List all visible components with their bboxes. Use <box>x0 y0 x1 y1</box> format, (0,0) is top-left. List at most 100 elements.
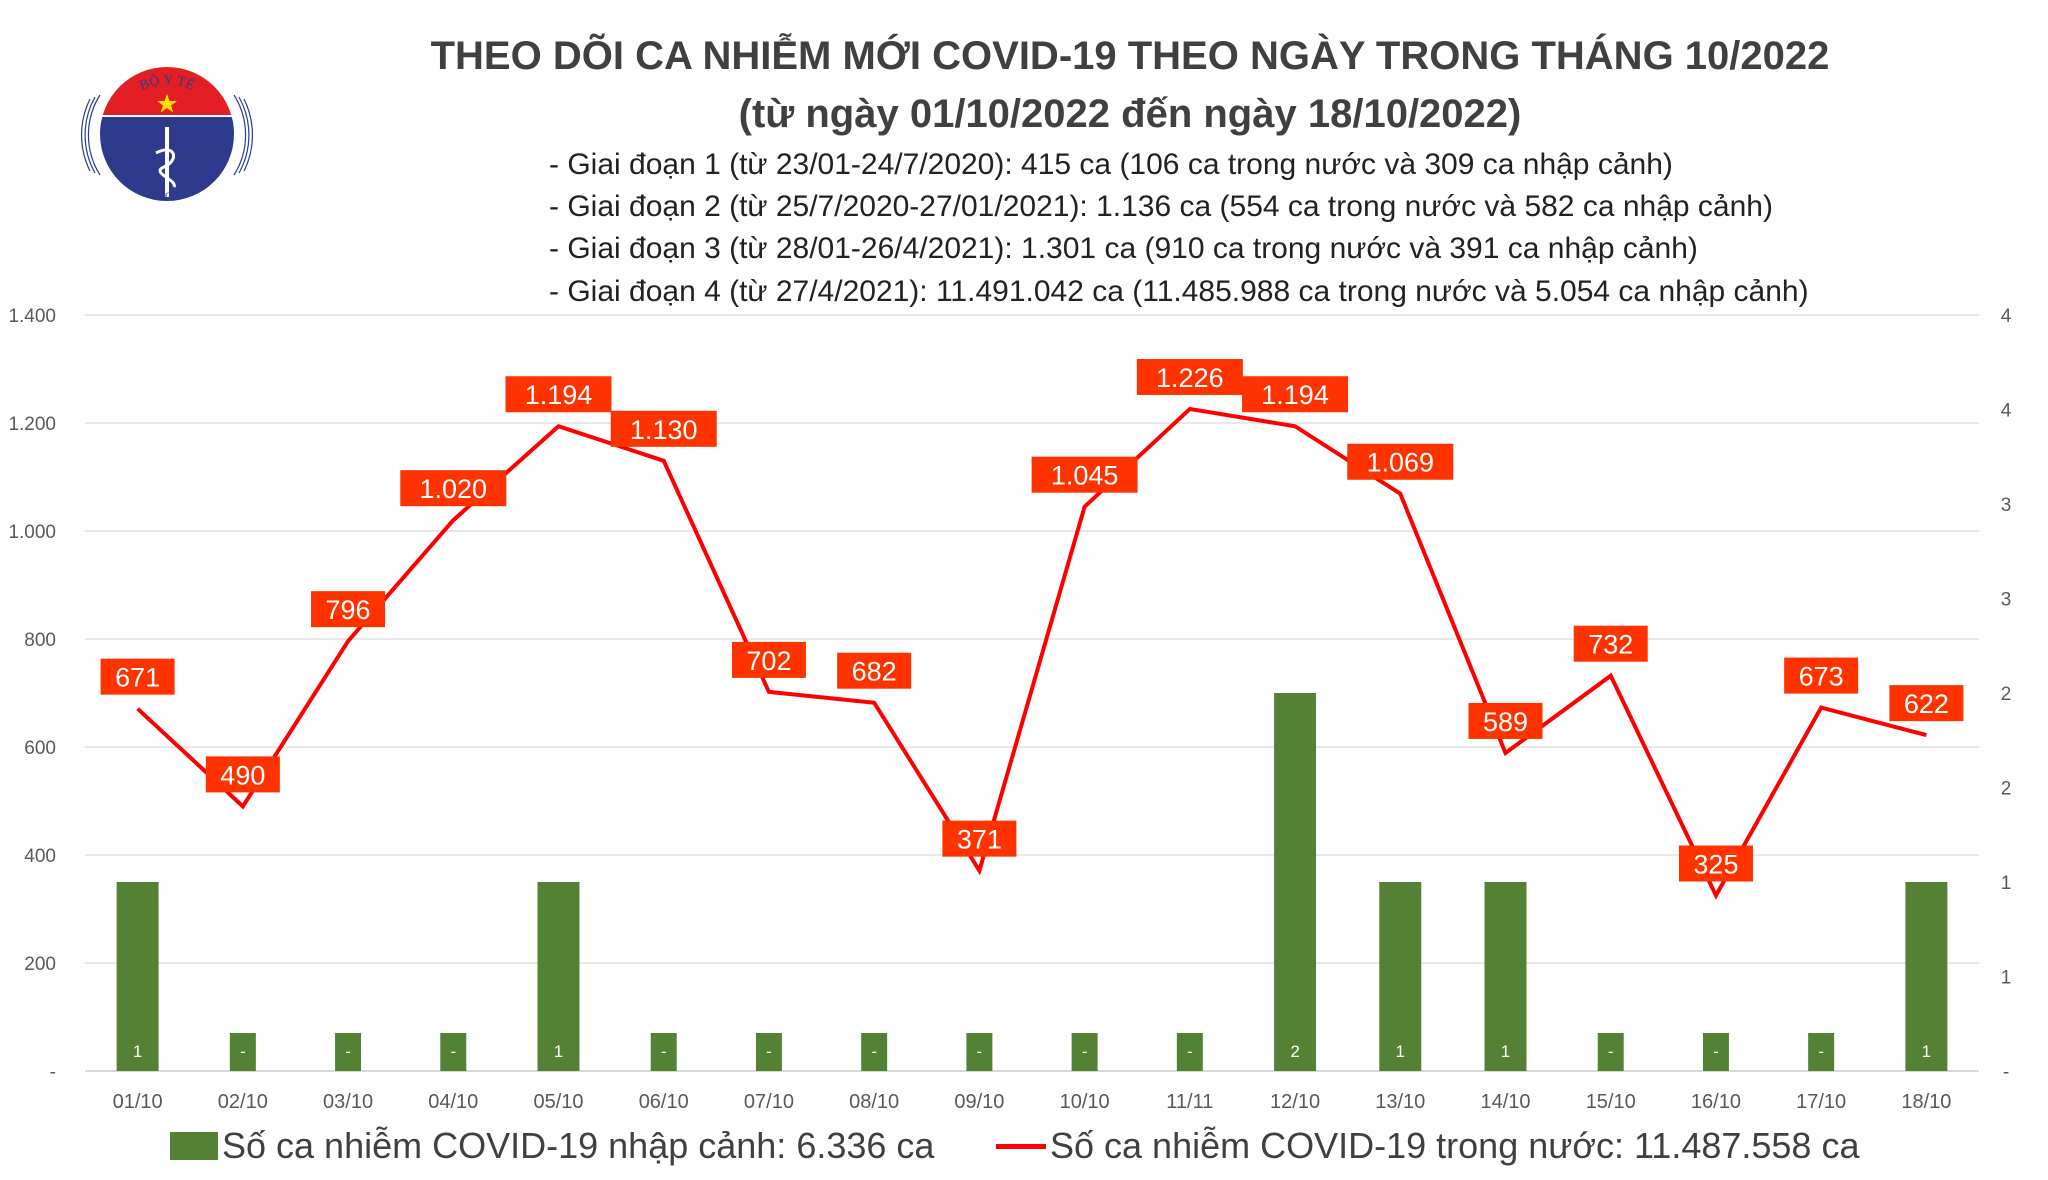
line-data-label: 796 <box>326 595 371 625</box>
line-data-label: 682 <box>852 657 897 687</box>
y-right-tick-label: - <box>2003 1062 2009 1083</box>
data-label-box <box>1031 456 1138 493</box>
data-label-box <box>837 652 912 689</box>
data-label-box <box>610 410 717 447</box>
y-left-tick-label: 1.000 <box>8 522 56 543</box>
note-phase-4: - Giai đoạn 4 (từ 27/4/2021): 11.491.042… <box>549 275 1809 308</box>
bar-data-label: 1 <box>1922 1042 1931 1061</box>
note-phase-1: - Giai đoạn 1 (từ 23/01-24/7/2020): 415 … <box>549 148 1673 181</box>
legend-item-domestic: Số ca nhiễm COVID-19 trong nước: 11.487.… <box>996 1125 1859 1167</box>
bar-data-label: - <box>1713 1042 1719 1061</box>
bar-16/10 <box>1702 1033 1729 1071</box>
bar-data-label: - <box>1818 1042 1824 1061</box>
x-tick-label: 02/10 <box>218 1091 268 1113</box>
x-tick-label: 09/10 <box>954 1091 1004 1113</box>
note-phase-2: - Giai đoạn 2 (từ 25/7/2020-27/01/2021):… <box>549 190 1773 223</box>
y-left-tick-label: 400 <box>24 846 56 867</box>
x-tick-label: 17/10 <box>1796 1091 1846 1113</box>
bar-13/10 <box>1379 882 1422 1071</box>
y-right-tick-label: 4 <box>2001 401 2012 422</box>
bar-data-label: - <box>766 1042 772 1061</box>
bar-02/10 <box>229 1033 256 1071</box>
x-tick-label: 13/10 <box>1375 1091 1425 1113</box>
bar-09/10 <box>966 1033 993 1071</box>
data-label-box <box>505 376 612 413</box>
data-label-box <box>942 820 1017 857</box>
y-right-tick-label: 2 <box>2001 684 2012 705</box>
bar-data-label: 1 <box>1501 1042 1510 1061</box>
legend-item-imported: Số ca nhiễm COVID-19 nhập cảnh: 6.336 ca <box>170 1125 934 1167</box>
x-tick-label: 12/10 <box>1270 1091 1320 1113</box>
line-data-label: 1.194 <box>525 380 593 410</box>
y-left-tick-label: - <box>50 1062 56 1083</box>
x-tick-label: 16/10 <box>1691 1091 1741 1113</box>
data-label-box <box>400 470 507 507</box>
y-left-tick-label: 800 <box>24 630 56 651</box>
chart-subtitle: (từ ngày 01/10/2022 đến ngày 18/10/2022) <box>738 92 1522 136</box>
bar-data-label: - <box>1082 1042 1088 1061</box>
x-tick-label: 07/10 <box>744 1091 794 1113</box>
legend-swatch-line <box>996 1143 1046 1149</box>
bar-04/10 <box>440 1033 467 1071</box>
x-tick-label: 15/10 <box>1586 1091 1636 1113</box>
data-label-box <box>100 658 175 695</box>
bar-07/10 <box>755 1033 782 1071</box>
bar-data-label: - <box>240 1042 246 1061</box>
data-label-box <box>1347 443 1454 480</box>
bar-11/11 <box>1176 1033 1203 1071</box>
data-label-box <box>1136 358 1243 395</box>
x-tick-label: 08/10 <box>849 1091 899 1113</box>
x-tick-label: 01/10 <box>113 1091 163 1113</box>
bar-05/10 <box>537 882 580 1071</box>
note-phase-3: - Giai đoạn 3 (từ 28/01-26/4/2021): 1.30… <box>549 232 1698 265</box>
y-right-tick-label: 3 <box>2001 495 2012 516</box>
y-left-tick-label: 600 <box>24 738 56 759</box>
bar-data-label: 1 <box>1396 1042 1405 1061</box>
bar-08/10 <box>861 1033 888 1071</box>
line-data-label: 1.020 <box>419 474 487 504</box>
y-right-tick-label: 2 <box>2001 779 2012 800</box>
ministry-of-health-logo: BỘ Y TẾ MINISTRY OF HEALTH <box>80 67 254 203</box>
line-data-label: 1.194 <box>1261 380 1329 410</box>
svg-text:BỘ Y TẾ: BỘ Y TẾ <box>138 72 198 94</box>
line-data-label: 732 <box>1588 630 1633 660</box>
x-tick-label: 11/11 <box>1166 1091 1213 1113</box>
x-tick-label: 06/10 <box>639 1091 689 1113</box>
y-right-tick-label: 1 <box>2001 968 2012 989</box>
bar-data-label: - <box>345 1042 351 1061</box>
x-tick-label: 10/10 <box>1060 1091 1110 1113</box>
line-series-domestic <box>136 406 1927 900</box>
bar-17/10 <box>1808 1033 1835 1071</box>
bar-01/10 <box>116 882 159 1071</box>
bar-data-label: 2 <box>1290 1042 1299 1061</box>
bar-data-label: - <box>1187 1042 1193 1061</box>
bar-12/10 <box>1274 693 1317 1071</box>
legend-label-imported: Số ca nhiễm COVID-19 nhập cảnh: 6.336 ca <box>222 1125 935 1166</box>
y-right-tick-label: 1 <box>2001 873 2012 894</box>
y-left-tick-label: 200 <box>24 954 56 975</box>
x-tick-label: 14/10 <box>1480 1091 1530 1113</box>
line-data-label: 1.069 <box>1366 448 1434 478</box>
line-data-label: 1.045 <box>1051 461 1119 491</box>
data-label-box <box>1468 702 1543 739</box>
y-left-tick-label: 1.200 <box>8 414 56 435</box>
line-data-label: 371 <box>957 825 1002 855</box>
line-data-label: 589 <box>1483 707 1528 737</box>
legend-swatch-bar <box>170 1132 218 1160</box>
x-tick-label: 03/10 <box>323 1091 373 1113</box>
bar-18/10 <box>1905 882 1948 1071</box>
x-tick-label: 05/10 <box>533 1091 583 1113</box>
bar-14/10 <box>1484 882 1527 1071</box>
y-right-tick-label: 3 <box>2001 590 2012 611</box>
x-tick-label: 04/10 <box>428 1091 478 1113</box>
data-label-box <box>1242 376 1349 413</box>
bar-15/10 <box>1597 1033 1624 1071</box>
line-data-label: 325 <box>1693 850 1738 880</box>
line-data-label: 671 <box>115 663 160 693</box>
line-data-label: 702 <box>746 646 791 676</box>
bar-03/10 <box>335 1033 362 1071</box>
line-data-label: 490 <box>220 760 265 790</box>
y-left-tick-label: 1.400 <box>8 306 56 327</box>
data-label-box <box>731 641 806 678</box>
